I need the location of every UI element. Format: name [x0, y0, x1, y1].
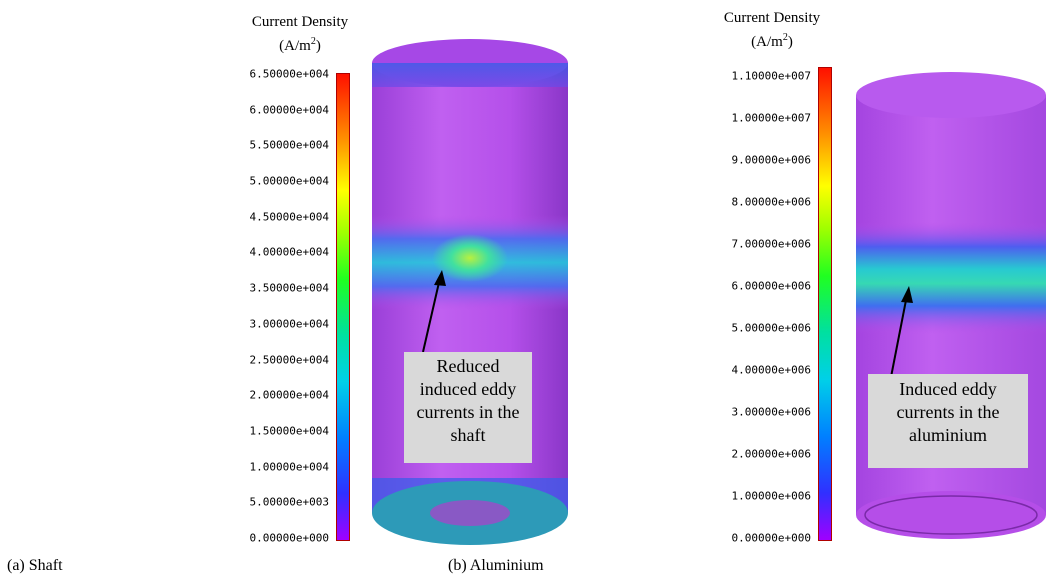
shaft-top-band — [372, 63, 568, 87]
aluminium-colorbar-tick: 1.00000e+007 — [731, 111, 811, 125]
aluminium-callout-line: Induced eddy — [899, 379, 997, 399]
shaft-colorbar-tick: 2.00000e+004 — [249, 388, 329, 402]
shaft-colorbar-tick: 2.50000e+004 — [249, 353, 329, 367]
shaft-legend-unit: (A/m2) — [279, 36, 321, 54]
shaft-callout-line: Reduced — [436, 356, 500, 376]
aluminium-callout-line: currents in the — [896, 402, 1000, 422]
aluminium-colorbar-tick: 0.00000e+000 — [731, 531, 811, 545]
aluminium-legend-title-line1: Current Density — [723, 10, 821, 26]
shaft-callout-arrowhead — [434, 270, 446, 286]
shaft-colorbar-tick: 1.00000e+004 — [249, 460, 329, 474]
shaft-callout-line: currents in the — [416, 402, 520, 422]
shaft-colorbar-tick: 0.00000e+000 — [249, 531, 329, 545]
aluminium-colorbar-tick: 4.00000e+006 — [731, 363, 811, 377]
shaft-colorbar-tick: 1.50000e+004 — [249, 424, 329, 438]
shaft-callout-line: induced eddy — [419, 379, 517, 399]
shaft-colorbar-tick: 6.50000e+004 — [249, 67, 329, 81]
aluminium-eddy-band — [856, 222, 1046, 334]
shaft-legend-title-line1: Current Density — [251, 14, 349, 30]
aluminium-bottom-rim — [856, 491, 1046, 539]
shaft-colorbar-tick: 6.00000e+004 — [249, 103, 329, 117]
shaft-caption: (a) Shaft — [7, 557, 63, 574]
aluminium-colorbar-tick: 9.00000e+006 — [731, 153, 811, 167]
shaft-hotspot — [432, 234, 508, 282]
shaft-colorbar-tick: 4.50000e+004 — [249, 210, 329, 224]
aluminium-colorbar-tick: 1.00000e+006 — [731, 489, 811, 503]
aluminium-colorbar-tick: 5.00000e+006 — [731, 321, 811, 335]
shaft-callout-arrow — [422, 277, 441, 353]
shaft-colorbar-tick: 3.50000e+004 — [249, 281, 329, 295]
shaft-legend-title: Current Density (A/m2) — [240, 13, 360, 56]
aluminium-callout: Induced eddy currents in the aluminium — [868, 374, 1028, 468]
shaft-bottom-cap-center — [430, 500, 510, 526]
aluminium-caption: (b) Aluminium — [448, 557, 544, 574]
aluminium-legend-unit: (A/m2) — [751, 32, 793, 50]
shaft-colorbar-tick: 5.00000e+003 — [249, 495, 329, 509]
shaft-colorbar — [336, 73, 350, 541]
aluminium-colorbar-tick: 6.00000e+006 — [731, 279, 811, 293]
aluminium-colorbar-tick: 1.10000e+007 — [731, 69, 811, 83]
aluminium-colorbar-tick: 3.00000e+006 — [731, 405, 811, 419]
shaft-callout: Reduced induced eddy currents in the sha… — [404, 352, 532, 463]
aluminium-top-cap — [856, 72, 1046, 118]
aluminium-callout-line: aluminium — [909, 425, 987, 445]
aluminium-callout-arrow — [890, 294, 908, 378]
aluminium-colorbar-tick: 8.00000e+006 — [731, 195, 811, 209]
shaft-callout-line: shaft — [450, 425, 486, 445]
aluminium-legend-title: Current Density (A/m2) — [712, 9, 832, 52]
aluminium-colorbar-tick: 7.00000e+006 — [731, 237, 811, 251]
shaft-colorbar-tick: 3.00000e+004 — [249, 317, 329, 331]
shaft-colorbar-tick: 5.50000e+004 — [249, 138, 329, 152]
aluminium-colorbar — [818, 67, 832, 541]
aluminium-bottom-opening — [864, 495, 1038, 535]
aluminium-callout-arrowhead — [901, 286, 913, 303]
shaft-colorbar-tick: 5.00000e+004 — [249, 174, 329, 188]
shaft-colorbar-tick: 4.00000e+004 — [249, 245, 329, 259]
aluminium-colorbar-tick: 2.00000e+006 — [731, 447, 811, 461]
